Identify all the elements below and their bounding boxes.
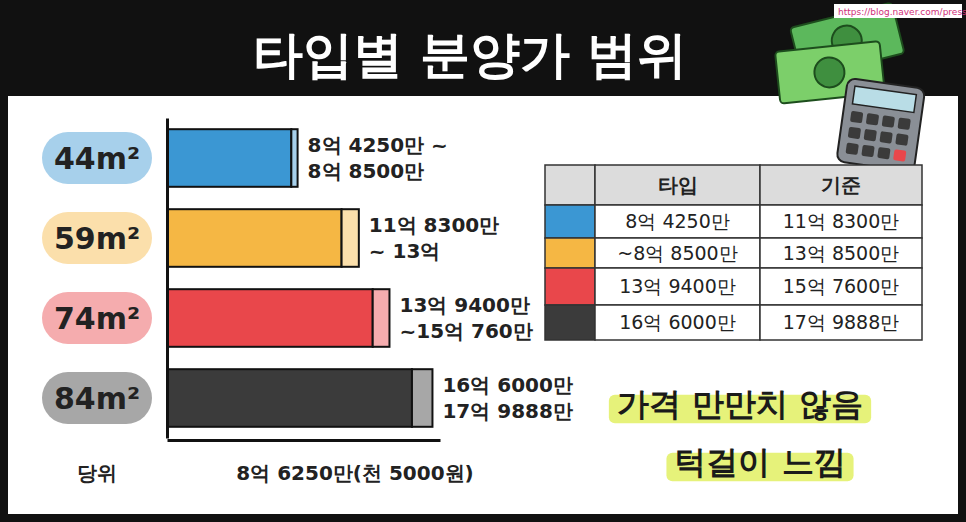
calculator-screen [852, 86, 916, 112]
calculator-key [850, 111, 863, 124]
table-cell-text: 17억 9888만 [783, 311, 900, 333]
table: 타입 기준 8억 4250만 11억 8300만 ~8억 8500만 13억 8500만 1… [545, 165, 922, 340]
table-cell [595, 238, 760, 268]
table-color-cell [545, 268, 595, 305]
table-color-cell [545, 238, 595, 268]
bar-range [342, 209, 359, 267]
calculator-key [866, 113, 879, 126]
panel-background [8, 96, 958, 514]
chart-svg: 타입별 분양가 범위 https://blog.naver.com/press 8억… [0, 0, 966, 522]
y-tick: 84m² [42, 372, 167, 424]
data-label: ~15억 760만 [399, 319, 532, 343]
category-pill [42, 372, 152, 424]
y-axis: 44m² 59m² 74m² 84m² [42, 119, 168, 439]
category-pill [42, 132, 152, 184]
table-cell [760, 205, 922, 238]
table-header-cell [760, 165, 922, 205]
bar [167, 129, 291, 187]
calculator-key [845, 142, 858, 155]
category-pill [42, 212, 152, 264]
money-icons [775, 3, 925, 172]
data-label: 11억 8300만 [369, 213, 499, 237]
y-axis-line [166, 119, 169, 439]
table-cell [595, 268, 760, 305]
frame [0, 0, 966, 522]
x-axis-line [168, 439, 441, 442]
y-tick: 44m² [42, 132, 167, 184]
bar [167, 289, 373, 347]
calculator-body [836, 78, 925, 172]
bars [167, 129, 432, 427]
bar-range [412, 369, 432, 427]
table-header-cell [595, 165, 760, 205]
bar [167, 369, 412, 427]
table-cell [760, 238, 922, 268]
title: 타입별 분양가 범위 [253, 26, 688, 84]
data-label: 8억 8500만 [308, 159, 425, 183]
table-cell-text: 15억 7600만 [783, 275, 900, 297]
table-cell [760, 268, 922, 305]
x-axis-title: 8억 6250만(천 5000원) [236, 461, 473, 485]
table-cell [595, 305, 760, 340]
calculator-key [895, 133, 908, 146]
source-url: https://blog.naver.com/press [838, 7, 966, 17]
data-label: 17억 9888만 [442, 399, 572, 423]
calculator-key [882, 115, 895, 128]
calculator-key [848, 127, 861, 140]
annotation: 턱걸이 느낌 [674, 443, 845, 481]
data-label: 13억 9400만 [399, 293, 529, 317]
calculator-key [861, 145, 874, 158]
y-axis-title: 당위 [77, 461, 117, 485]
table-cell [760, 305, 922, 340]
y-tick-label: 59m² [54, 221, 140, 256]
y-tick-label: 74m² [54, 301, 140, 336]
x-axis [168, 440, 441, 441]
table-header: 타입 [658, 173, 698, 197]
annotations: 가격 만만치 않음턱걸이 느낌 [609, 385, 871, 481]
table-header: 기준 [821, 173, 861, 197]
calculator-key [877, 147, 890, 160]
table-header-cell [545, 165, 595, 205]
table-cell-text: 8억 4250만 [625, 210, 729, 232]
table-cell [595, 205, 760, 238]
y-tick-label: 44m² [54, 141, 140, 176]
y-tick-label: 84m² [54, 381, 140, 416]
data-label: 16억 6000만 [442, 373, 572, 397]
table-cell-text: 13억 8500만 [783, 242, 900, 264]
data-label: 8억 4250만 ~ [308, 133, 448, 157]
table-cell-text: 13억 9400만 [619, 275, 736, 297]
bar-range [373, 289, 390, 347]
table-cell-text: 11억 8300만 [783, 210, 900, 232]
bill-coin [813, 56, 846, 89]
calculator-icon [836, 78, 925, 172]
calculator-key [897, 117, 910, 130]
data-labels: 8억 4250만 ~8억 8500만 11억 8300만~ 13억 13억 9400… [308, 133, 573, 423]
annotation: 가격 만만치 않음 [617, 385, 863, 423]
data-label: ~ 13억 [369, 239, 441, 263]
table-color-cell [545, 305, 595, 340]
calculator-key [893, 149, 906, 162]
y-tick: 74m² [42, 292, 167, 344]
bar-range [291, 129, 297, 187]
table-cell-text: ~8억 8500만 [617, 242, 737, 264]
y-tick: 59m² [42, 212, 167, 264]
table-cell-text: 16억 6000만 [619, 311, 736, 333]
bar [167, 209, 342, 267]
category-pill [42, 292, 152, 344]
calculator-key [879, 131, 892, 144]
table-color-cell [545, 205, 595, 238]
calculator-key [864, 129, 877, 142]
